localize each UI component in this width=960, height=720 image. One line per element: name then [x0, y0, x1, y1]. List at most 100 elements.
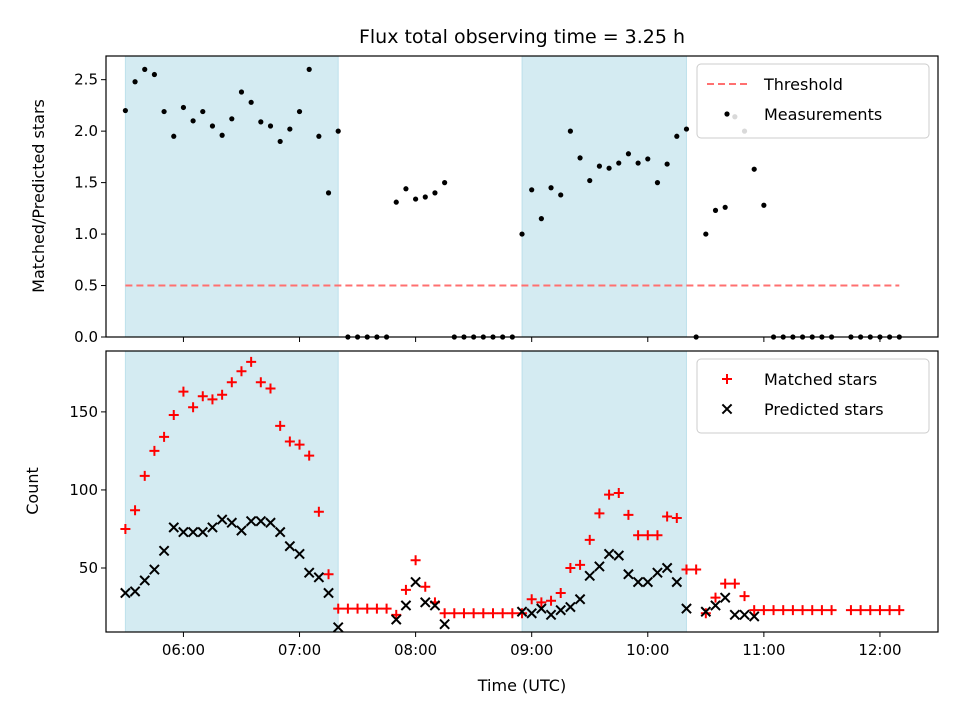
matched-stars-point: [700, 608, 711, 619]
measurements-point: [751, 166, 757, 172]
matched-stars-point: [217, 389, 228, 400]
predicted-stars-point: [584, 570, 596, 582]
measurements-point: [219, 132, 225, 138]
y-tick-label: 1.0: [74, 225, 98, 243]
predicted-stars-point: [265, 517, 276, 529]
matched-stars-point: [797, 605, 808, 616]
shaded-interval-1: [124, 350, 339, 633]
matched-stars-point: [787, 605, 798, 616]
matched-stars-point: [449, 608, 460, 619]
matched-stars-point: [400, 584, 411, 595]
matched-stars-point: [458, 608, 469, 619]
legend-label: Matched stars: [764, 370, 877, 389]
predicted-stars-point: [661, 562, 673, 574]
matched-stars-point: [265, 383, 276, 394]
predicted-stars-point: [613, 550, 625, 561]
predicted-stars-point: [129, 586, 141, 597]
x-tick-label: 11:00: [742, 641, 785, 659]
x-tick-label: 09:00: [510, 641, 553, 659]
matched-stars-point: [323, 569, 334, 580]
predicted-stars-point: [303, 567, 315, 578]
measurements-point: [200, 108, 206, 115]
predicted-stars-point: [187, 526, 199, 538]
matched-stars-point: [613, 488, 624, 499]
matched-stars-point: [294, 439, 305, 450]
predicted-stars-point: [168, 522, 180, 533]
x-tick-label: 12:00: [858, 641, 901, 659]
predicted-stars-point: [748, 611, 760, 622]
predicted-stars-point: [216, 514, 228, 525]
y-tick-label: 2.0: [74, 122, 98, 140]
legend-box: [696, 63, 930, 139]
measurements-point: [596, 163, 603, 169]
measurements-point: [587, 177, 593, 184]
predicted-stars-point: [390, 614, 402, 625]
bottom-panel-y-axis-label: Count: [23, 467, 42, 515]
matched-stars-point: [749, 605, 760, 616]
matched-stars-point: [526, 594, 537, 605]
predicted-stars-point: [139, 575, 151, 586]
predicted-stars-point: [313, 572, 325, 583]
measurements-point: [190, 118, 196, 124]
predicted-stars-point: [419, 597, 431, 608]
y-tick-label: 0.5: [74, 277, 98, 295]
matched-stars-point: [594, 508, 605, 519]
matched-stars-point: [826, 605, 837, 616]
measurements-point: [151, 71, 158, 78]
matched-stars-point: [246, 356, 257, 367]
matched-stars-point: [884, 605, 895, 616]
matched-stars-point: [381, 603, 392, 614]
matched-stars-point: [604, 489, 615, 500]
matched-stars-point: [207, 394, 218, 405]
predicted-stars-point: [526, 607, 538, 619]
measurements-point: [761, 202, 767, 208]
predicted-stars-point: [197, 526, 209, 538]
matched-stars-point: [149, 445, 160, 456]
matched-stars-point: [342, 603, 353, 614]
y-tick-label: 1.5: [74, 174, 98, 192]
y-tick-label: 2.5: [74, 71, 98, 89]
predicted-stars-point: [120, 587, 131, 599]
predicted-stars-point: [439, 618, 450, 630]
measurements-point: [142, 66, 148, 72]
predicted-stars-point: [642, 576, 654, 588]
predicted-stars-point: [739, 609, 750, 621]
measurements-point: [325, 190, 332, 196]
measurements-point: [171, 133, 177, 139]
matched-stars-point: [575, 559, 586, 570]
matched-stars-point: [720, 578, 731, 589]
measurements-point: [529, 187, 535, 193]
measurements-point: [567, 128, 573, 134]
matched-stars-point: [275, 420, 286, 431]
bottom-panel-y-ticks: 50 100 150: [69, 403, 106, 577]
matched-stars-point: [710, 592, 721, 603]
measurements-point: [654, 180, 661, 186]
predicted-stars-point: [410, 576, 421, 588]
x-tick-label: 10:00: [626, 641, 669, 659]
measurements-point: [316, 133, 322, 139]
matched-stars-point: [284, 436, 295, 447]
matched-stars-point: [362, 603, 373, 614]
top-panel-x-ticks: [182, 337, 881, 342]
measurements-point: [393, 199, 399, 205]
matched-stars-point: [130, 505, 141, 516]
predicted-stars-point: [594, 561, 605, 572]
matched-stars-point: [536, 597, 547, 608]
matched-stars-point: [855, 605, 866, 616]
bottom-panel-x-ticks: 06:00 07:00 08:00 09:00 10:00 11:00 12:00: [162, 632, 902, 659]
matched-stars-point: [623, 509, 634, 520]
measurements-point: [432, 190, 438, 196]
measurements-point: [161, 108, 167, 115]
matched-stars-point: [371, 603, 382, 614]
predicted-stars-point: [332, 622, 344, 633]
measurements-point: [306, 66, 312, 72]
matched-stars-point: [778, 605, 789, 616]
matched-stars-point: [565, 562, 576, 573]
bottom-panel: 50 100 150 06:00 07:00 08:00 09:00 10:00 11:00 1…: [23, 350, 939, 695]
matched-stars-point: [304, 450, 315, 461]
measurements-point: [229, 116, 235, 122]
predicted-stars-point: [236, 525, 247, 536]
matched-stars-point: [768, 605, 779, 616]
matched-stars-point: [874, 605, 885, 616]
